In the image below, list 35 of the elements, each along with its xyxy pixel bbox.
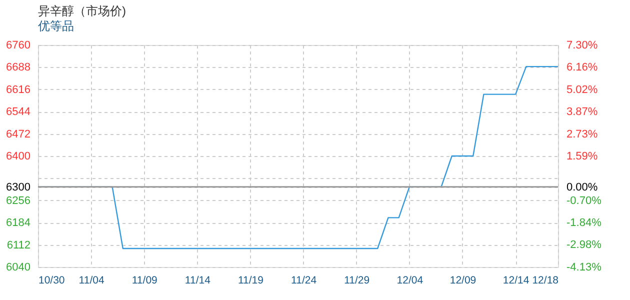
y2-tick-label: -1.84%: [566, 217, 602, 230]
y2-tick-label: 1.59%: [566, 150, 598, 162]
y-tick-label: 6688: [6, 62, 30, 74]
y2-tick-label: -2.98%: [566, 239, 602, 252]
y-tick-label: 6112: [6, 239, 30, 252]
y-tick-label: 6256: [6, 194, 30, 207]
x-tick-label: 11/04: [78, 274, 104, 286]
x-tick-label: 11/29: [344, 274, 370, 286]
x-tick-label: 11/14: [184, 274, 211, 286]
y-tick-label: 6616: [6, 84, 30, 96]
y2-tick-label: 7.30%: [566, 40, 598, 52]
y-tick-label: 6400: [6, 150, 30, 162]
x-tick-label: 12/18: [532, 274, 559, 286]
x-tick-label: 11/24: [291, 274, 317, 286]
y2-tick-label: -0.70%: [566, 194, 602, 207]
x-tick-label: 11/09: [132, 274, 158, 286]
chart-title: 异辛醇（市场价): [38, 4, 126, 18]
x-tick-label: 12/09: [450, 274, 476, 286]
y2-tick-label: 5.02%: [566, 84, 598, 96]
y-tick-label: 6760: [6, 40, 30, 52]
y-tick-label: 6472: [6, 128, 30, 140]
y2-tick-label: -4.13%: [566, 262, 602, 274]
y-tick-label: 6544: [6, 106, 30, 118]
y2-tick-label: 3.87%: [566, 106, 598, 118]
y-tick-label: 6184: [6, 217, 30, 230]
y2-tick-label: 6.16%: [566, 62, 598, 74]
y2-tick-label: 0.00%: [566, 181, 598, 194]
x-tick-label: 12/04: [396, 274, 424, 286]
x-tick-label: 11/19: [238, 274, 264, 286]
x-tick-label: 12/14: [502, 274, 530, 286]
x-tick-label: 10/30: [38, 274, 65, 286]
y2-tick-label: 2.73%: [566, 128, 598, 140]
chart-subtitle: 优等品: [38, 19, 74, 33]
y-tick-label: 6300: [6, 181, 30, 194]
y-tick-label: 6040: [6, 262, 30, 274]
